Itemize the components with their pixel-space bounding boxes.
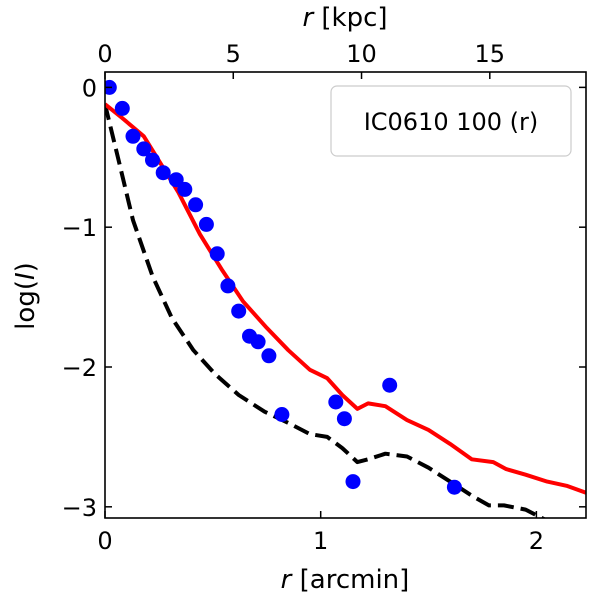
top-x-tick-label: 15	[475, 40, 506, 68]
x-tick-label: 1	[313, 527, 328, 555]
data-point	[345, 474, 361, 490]
y-axis-label-var: I	[11, 272, 41, 280]
axis-ticks: 0 1 2 0 5 10 15 0 −1 −2 −3	[62, 40, 586, 555]
data-point	[125, 128, 141, 144]
data-point	[328, 394, 344, 410]
y-axis-label-prefix: log(	[11, 280, 41, 330]
data-point	[136, 141, 152, 157]
data-point	[250, 334, 266, 350]
data-point	[336, 411, 352, 427]
data-point	[261, 348, 277, 364]
top-x-axis-label-unit: [kpc]	[313, 3, 387, 33]
plot-area	[105, 79, 586, 518]
data-point	[145, 152, 160, 168]
data-point	[382, 377, 398, 393]
legend-box	[330, 85, 572, 157]
x-tick-label: 2	[529, 527, 544, 555]
data-point	[220, 278, 236, 294]
data-point	[114, 100, 130, 116]
x-axis-label: r [arcmin]	[281, 565, 410, 595]
y-tick-label: 0	[82, 74, 97, 102]
legend-text: IC0610 100 (r)	[364, 108, 539, 136]
data-point	[177, 181, 193, 197]
y-tick-label: −1	[62, 214, 97, 242]
data-point	[231, 303, 247, 319]
x-tick-label: 0	[97, 527, 112, 555]
data-point	[168, 172, 184, 188]
data-point	[188, 197, 204, 213]
data-point	[446, 479, 462, 495]
plot-frame	[104, 71, 587, 519]
data-point	[274, 407, 290, 422]
data-point	[155, 165, 171, 181]
legend: IC0610 100 (r)	[330, 85, 572, 157]
y-axis-label-suffix: )	[11, 262, 41, 272]
y-tick-label: −2	[62, 354, 97, 382]
top-x-tick-label: 0	[97, 40, 112, 68]
y-tick-label: −3	[62, 494, 97, 522]
data-point	[209, 246, 225, 262]
series-model-line	[105, 102, 586, 495]
x-axis-label-unit: [arcmin]	[291, 565, 409, 595]
top-x-tick-label: 10	[346, 40, 377, 68]
x-axis-label-var: r	[281, 565, 294, 595]
top-x-axis-label-var: r	[302, 3, 315, 33]
top-x-axis-label: r [kpc]	[302, 3, 387, 33]
series-psf-line	[105, 103, 547, 518]
y-axis-label: log(I)	[11, 262, 41, 330]
series-data	[105, 79, 462, 495]
data-point	[198, 216, 214, 232]
top-x-tick-label: 5	[226, 40, 241, 68]
